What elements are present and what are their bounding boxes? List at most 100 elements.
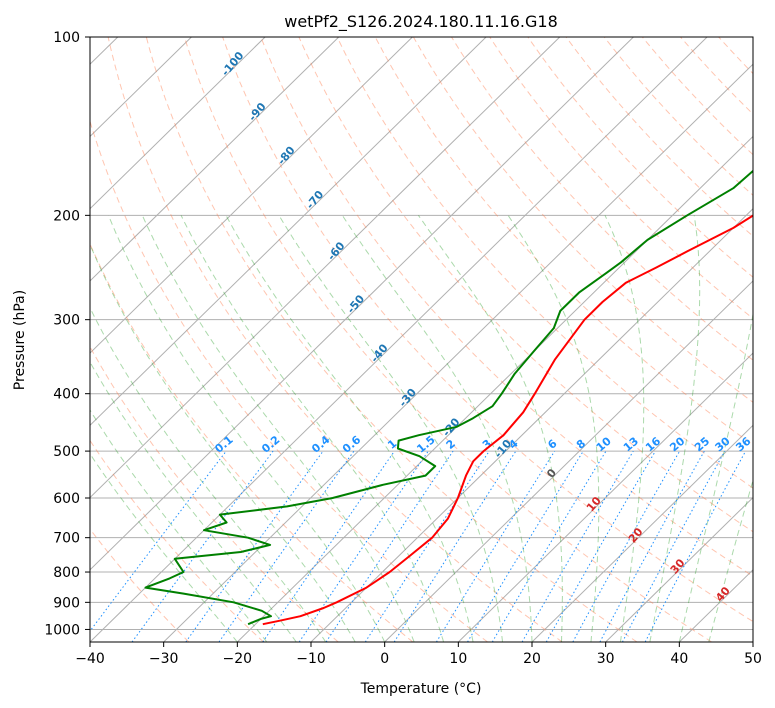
- mixing-ratio-label: 0.1: [212, 433, 235, 455]
- moist-adiabat-line: [678, 311, 753, 642]
- isotherm-line: [90, 37, 487, 427]
- dry-adiabat-line: [336, 37, 753, 489]
- mixing-ratio-label: 8: [574, 437, 588, 452]
- isotherm-line: [90, 37, 708, 642]
- moist-adiabat-line: [604, 215, 645, 642]
- moist-adiabat-line: [90, 306, 327, 642]
- dry-adiabat-line: [298, 37, 753, 533]
- isotherm-line: [90, 37, 266, 210]
- mixing-ratio-line: [262, 450, 395, 642]
- mixing-ratio-line: [491, 450, 607, 642]
- y-tick-label: 1000: [44, 622, 80, 638]
- mixing-ratio-label: 1.5: [414, 433, 437, 455]
- dry-adiabat-line: [183, 37, 712, 642]
- x-tick-label: 20: [523, 651, 541, 667]
- dry-adiabat-line: [222, 37, 753, 623]
- dry-adiabat-line: [641, 37, 753, 156]
- moist-adiabat-line: [341, 215, 533, 642]
- dry-adiabat-line: [451, 37, 753, 361]
- moist-adiabat-line: [708, 478, 753, 642]
- moist-adiabat-line: [649, 215, 701, 642]
- temperature-profile-line: [262, 214, 753, 626]
- mixing-ratio-line: [545, 450, 656, 642]
- dry-adiabat-line: [90, 345, 339, 642]
- dry-adiabat-line: [90, 119, 488, 642]
- dry-adiabat-line: [680, 37, 753, 115]
- dewpoint-profile-line: [144, 169, 753, 626]
- mixing-ratio-label: 2: [444, 437, 458, 452]
- moist-adiabat-line: [90, 243, 356, 642]
- dry-adiabat-line: [527, 37, 753, 278]
- isotherm-line: [605, 496, 753, 642]
- y-axis-label: Pressure (hPa): [12, 290, 28, 390]
- dry-adiabat-label: -50: [345, 292, 368, 316]
- y-tick-label: 800: [53, 565, 80, 581]
- y-tick-label: 900: [53, 595, 80, 611]
- dry-adiabat-line: [260, 37, 753, 577]
- isotherm-line: [457, 352, 753, 642]
- isotherm-line: [90, 37, 634, 571]
- axes: −40 −30 −20 −10 0 10 20 30 40 50 100 200 300 400 500 60…: [44, 30, 762, 667]
- mixing-ratio-label: 1: [385, 437, 399, 452]
- dry-adiabat-line: [757, 37, 775, 642]
- moist-adiabat-line: [507, 215, 600, 642]
- dry-adiabat-line: [603, 37, 753, 196]
- dry-adiabat-line: [107, 37, 563, 642]
- x-tick-label: −30: [149, 651, 179, 667]
- dry-adiabat-line: [145, 37, 638, 642]
- x-tick-label: 30: [597, 651, 615, 667]
- moist-adiabat-label: 20: [626, 525, 646, 545]
- y-tick-label: 300: [53, 313, 80, 329]
- dry-adiabat-label: -30: [396, 386, 419, 410]
- x-tick-label: −10: [296, 651, 326, 667]
- plot-frame: [89, 36, 754, 643]
- dry-adiabat-label: -70: [304, 188, 327, 212]
- x-tick-label: 0: [380, 651, 389, 667]
- isotherm-line: [90, 37, 561, 499]
- mixing-ratio-line: [435, 450, 556, 642]
- x-axis-label: Temperature (°C): [360, 681, 482, 697]
- isotherm-line: [531, 424, 753, 642]
- moist-adiabat-label: 40: [713, 584, 733, 604]
- mixing-ratio-label: 0.4: [309, 433, 333, 456]
- moist-adiabat-line: [90, 409, 268, 642]
- chart-title: wetPf2_S126.2024.180.11.16.G18: [284, 12, 558, 32]
- moist-adiabat-line: [417, 215, 563, 642]
- dry-adiabat-line: [90, 528, 190, 642]
- mixing-ratio-line: [644, 450, 747, 642]
- y-tick-label: 400: [53, 387, 80, 403]
- plot-area: 0.1 0.2 0.4 0.6 1 1.5 2 3 4 6 8 10 13 16 20 25 30 36-100-…: [90, 37, 775, 642]
- mixing-ratio-line: [218, 450, 355, 642]
- x-tick-label: −40: [75, 651, 105, 667]
- mixing-ratio-label: 0.6: [340, 433, 364, 456]
- moist-adiabat-line: [225, 215, 474, 642]
- dry-adiabat-line: [489, 37, 753, 320]
- moist-adiabat-line: [141, 215, 415, 642]
- y-tick-label: 500: [53, 444, 80, 460]
- dry-adiabat-label: -100: [219, 49, 247, 79]
- moist-adiabat-line: [90, 361, 297, 642]
- mixing-ratio-line: [393, 450, 517, 642]
- moist-adiabat-line: [107, 215, 386, 642]
- mixing-ratio-line: [364, 450, 490, 642]
- isotherm-line: [384, 280, 753, 642]
- mixing-ratio-line: [521, 450, 634, 642]
- moist-adiabat-line: [278, 215, 503, 642]
- mixing-ratio-line: [90, 450, 227, 632]
- x-tick-label: −20: [223, 651, 253, 667]
- isotherm-line: [752, 641, 753, 642]
- isotherm-line: [90, 37, 192, 138]
- x-tick-label: 10: [449, 651, 467, 667]
- mixing-ratio-line: [572, 450, 681, 642]
- moist-adiabat-line: [180, 215, 445, 642]
- isotherm-line: [163, 63, 753, 642]
- y-tick-label: 700: [53, 531, 80, 547]
- dry-adiabat-label: -60: [325, 239, 348, 263]
- dry-adiabat-line: [90, 439, 264, 642]
- dry-adiabat-line: [412, 37, 753, 403]
- isotherm-line: [236, 135, 753, 642]
- mixing-ratio-line: [131, 450, 274, 642]
- mixing-ratio-line: [621, 450, 726, 642]
- y-tick-label: 600: [53, 491, 80, 507]
